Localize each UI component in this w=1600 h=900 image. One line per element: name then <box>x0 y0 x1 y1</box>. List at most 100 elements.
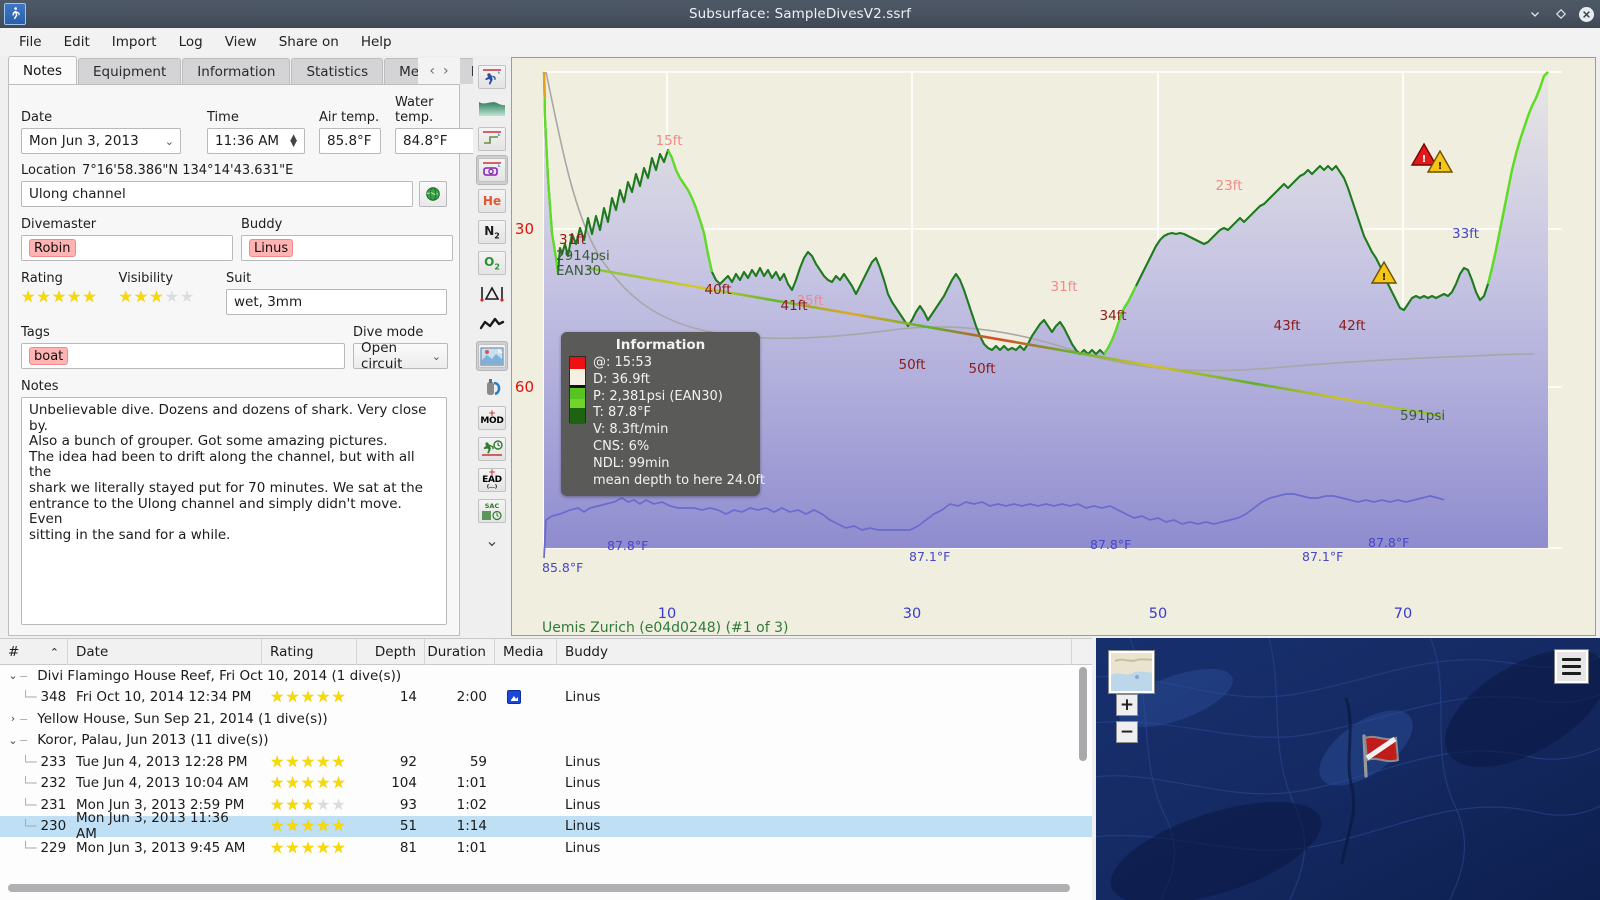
ndl-tts-icon[interactable] <box>476 434 508 464</box>
star-1[interactable]: ★ <box>270 837 285 857</box>
star-5[interactable]: ★ <box>179 287 195 306</box>
dc-reported-ceiling-icon[interactable] <box>476 93 508 123</box>
menu-file[interactable]: File <box>19 34 42 50</box>
star-3[interactable]: ★ <box>149 287 164 306</box>
media-icon[interactable] <box>507 690 521 705</box>
star-4[interactable]: ★ <box>316 687 331 707</box>
sac-rate-icon[interactable]: SAC <box>476 496 508 526</box>
sort-ascending-icon[interactable]: ⌃ <box>49 645 59 659</box>
menu-help[interactable]: Help <box>360 34 392 50</box>
col-number[interactable]: # <box>8 644 20 660</box>
buddy-chip[interactable]: Linus <box>249 239 294 257</box>
tab-prev-icon[interactable]: ‹ <box>429 63 435 79</box>
heart-rate-icon[interactable] <box>476 310 508 340</box>
star-2[interactable]: ★ <box>133 287 149 306</box>
photos-icon[interactable] <box>476 341 508 371</box>
star-5[interactable]: ★ <box>82 287 97 306</box>
calculated-ceiling-icon[interactable] <box>476 124 508 154</box>
dive-rating[interactable]: ★ ★ ★ ★ ★ <box>262 816 357 838</box>
dive-trip-group-row[interactable]: ⌄ – Koror, Palau, Jun 2013 (11 dive(s)) <box>0 730 1092 752</box>
star-1[interactable]: ★ <box>270 751 285 771</box>
dive-profile-chart[interactable]: 30 60 10 30 50 70 15ft 31ft 35ft 40ft 41… <box>511 57 1596 636</box>
dive-list-row[interactable]: └─ 232 Tue Jun 4, 2013 10:04 AM ★ ★ ★ ★ ★ 104 1:0… <box>0 773 1092 795</box>
col-buddy[interactable]: Buddy <box>557 639 1072 665</box>
star-4[interactable]: ★ <box>164 287 179 306</box>
star-1[interactable]: ★ <box>270 773 285 793</box>
star-3[interactable]: ★ <box>300 687 316 707</box>
star-1[interactable]: ★ <box>270 816 285 836</box>
star-2[interactable]: ★ <box>285 773 300 793</box>
star-1[interactable]: ★ <box>21 287 36 306</box>
rating-stars[interactable]: ★ ★ ★ ★ ★ <box>21 289 119 305</box>
col-date[interactable]: Date <box>68 639 262 665</box>
dive-list-vertical-scrollbar[interactable] <box>1079 667 1087 871</box>
star-5[interactable]: ★ <box>331 794 346 814</box>
tab-next-icon[interactable]: › <box>443 63 449 79</box>
star-4[interactable]: ★ <box>316 794 331 814</box>
dive-rating[interactable]: ★ ★ ★ ★ ★ <box>262 751 357 773</box>
col-media[interactable]: Media <box>495 639 557 665</box>
location-field[interactable]: Ulong channel <box>21 181 413 207</box>
dive-list-horizontal-scrollbar[interactable] <box>8 884 1070 892</box>
star-4[interactable]: ★ <box>316 837 331 857</box>
star-3[interactable]: ★ <box>300 816 316 836</box>
col-depth[interactable]: Depth <box>357 639 425 665</box>
star-5[interactable]: ★ <box>331 751 346 771</box>
chevron-down-icon[interactable]: ⌄ <box>8 733 18 747</box>
menu-edit[interactable]: Edit <box>63 34 90 50</box>
divemaster-chip[interactable]: Robin <box>29 239 76 257</box>
visibility-stars[interactable]: ★ ★ ★ ★ ★ <box>119 289 226 305</box>
star-2[interactable]: ★ <box>36 287 51 306</box>
star-4[interactable]: ★ <box>316 773 331 793</box>
globe-icon[interactable] <box>419 181 447 207</box>
star-4[interactable]: ★ <box>67 287 82 306</box>
suit-field[interactable]: wet, 3mm <box>226 289 447 315</box>
world-minimap-icon[interactable] <box>1109 651 1154 693</box>
dive-mode-combo[interactable]: Open circuit ⌄ <box>353 340 448 372</box>
star-4[interactable]: ★ <box>316 751 331 771</box>
he-partial-pressure-icon[interactable]: He <box>476 186 508 216</box>
dive-list-row[interactable]: └─ 348 Fri Oct 10, 2014 12:34 PM ★ ★ ★ ★ ★ 14 2:0… <box>0 687 1092 709</box>
tag-chip-boat[interactable]: boat <box>29 347 69 365</box>
n2-partial-pressure-icon[interactable]: N2 <box>476 217 508 247</box>
dive-rating[interactable]: ★ ★ ★ ★ ★ <box>262 687 357 709</box>
star-2[interactable]: ★ <box>285 687 300 707</box>
star-5[interactable]: ★ <box>331 837 346 857</box>
star-3[interactable]: ★ <box>300 837 316 857</box>
tab-statistics[interactable]: Statistics <box>291 58 384 84</box>
divemaster-field[interactable]: Robin <box>21 235 233 261</box>
star-2[interactable]: ★ <box>285 816 300 836</box>
col-rating[interactable]: Rating <box>262 639 357 665</box>
star-1[interactable]: ★ <box>270 687 285 707</box>
date-combo[interactable]: Mon Jun 3, 2013 ⌄ <box>21 128 181 154</box>
dive-flag-icon[interactable] <box>1354 730 1410 784</box>
star-1[interactable]: ★ <box>270 794 285 814</box>
scuba-diver-icon[interactable] <box>476 62 508 92</box>
star-1[interactable]: ★ <box>118 287 133 306</box>
tab-notes[interactable]: Notes <box>8 56 77 84</box>
ead-end-eadd-icon[interactable]: + EAD (...) <box>476 465 508 495</box>
dive-trip-group-row[interactable]: ⌄ – Divi Flamingo House Reef, Fri Oct 10, … <box>0 665 1092 687</box>
map-zoom-in-button[interactable]: + <box>1116 694 1138 716</box>
star-5[interactable]: ★ <box>331 816 346 836</box>
o2-partial-pressure-icon[interactable]: O2 <box>476 248 508 278</box>
tissue-graph-icon[interactable] <box>476 279 508 309</box>
star-5[interactable]: ★ <box>331 773 346 793</box>
star-2[interactable]: ★ <box>285 794 300 814</box>
map-zoom-out-button[interactable]: − <box>1116 721 1138 743</box>
dive-rating[interactable]: ★ ★ ★ ★ ★ <box>262 837 357 859</box>
maximize-icon[interactable] <box>1553 7 1568 22</box>
mod-icon[interactable]: + MOD <box>476 403 508 433</box>
buddy-field[interactable]: Linus <box>241 235 453 261</box>
menu-view[interactable]: View <box>224 34 257 50</box>
menu-import[interactable]: Import <box>111 34 157 50</box>
dive-rating[interactable]: ★ ★ ★ ★ ★ <box>262 794 357 816</box>
chevron-down-icon[interactable]: ⌄ <box>485 531 499 550</box>
star-2[interactable]: ★ <box>285 751 300 771</box>
menu-share-on[interactable]: Share on <box>278 34 339 50</box>
water-temp-field[interactable]: 84.8°F <box>395 128 475 154</box>
minimize-icon[interactable] <box>1527 7 1542 22</box>
star-4[interactable]: ★ <box>316 816 331 836</box>
menu-log[interactable]: Log <box>178 34 203 50</box>
close-icon[interactable] <box>1579 6 1594 22</box>
